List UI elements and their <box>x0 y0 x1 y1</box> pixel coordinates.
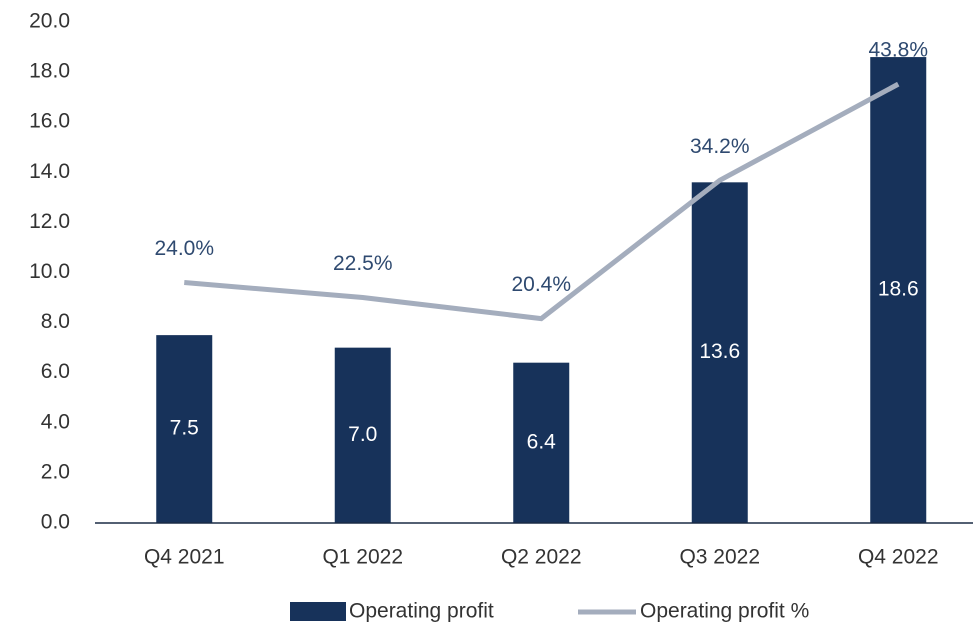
y-tick-label: 20.0 <box>29 10 70 33</box>
legend-swatch <box>290 602 346 621</box>
y-tick-label: 2.0 <box>41 460 70 483</box>
line-label: 24.0% <box>154 237 214 260</box>
bar-label: 13.6 <box>699 340 740 363</box>
line-label: 43.8% <box>868 39 928 62</box>
y-tick-label: 14.0 <box>29 160 70 183</box>
legend-label: Operating profit <box>349 600 494 623</box>
line-label: 34.2% <box>690 135 750 158</box>
y-tick-label: 4.0 <box>41 410 70 433</box>
y-tick-label: 6.0 <box>41 360 70 383</box>
bar <box>513 362 570 523</box>
bar-label: 6.4 <box>527 430 557 453</box>
y-tick-label: 0.0 <box>41 511 70 534</box>
x-tick-label: Q1 2022 <box>322 546 403 569</box>
bar <box>156 335 213 523</box>
x-tick-label: Q4 2022 <box>858 546 939 569</box>
x-tick-label: Q4 2021 <box>144 546 225 569</box>
x-tick-label: Q2 2022 <box>501 546 582 569</box>
bar-label: 7.0 <box>348 423 377 446</box>
y-tick-label: 18.0 <box>29 60 70 83</box>
y-tick-label: 10.0 <box>29 260 70 283</box>
bar-label: 7.5 <box>170 417 199 440</box>
legend-label: Operating profit % <box>640 600 809 623</box>
bar-label: 18.6 <box>878 278 919 301</box>
y-tick-label: 12.0 <box>29 210 70 233</box>
y-tick-label: 16.0 <box>29 110 70 133</box>
line-label: 22.5% <box>333 252 393 275</box>
bar <box>870 57 927 523</box>
bar <box>334 347 391 523</box>
bar <box>691 182 748 523</box>
line <box>184 81 900 322</box>
line-label: 20.4% <box>511 273 571 296</box>
y-tick-label: 8.0 <box>41 310 70 333</box>
x-tick-label: Q3 2022 <box>679 546 760 569</box>
